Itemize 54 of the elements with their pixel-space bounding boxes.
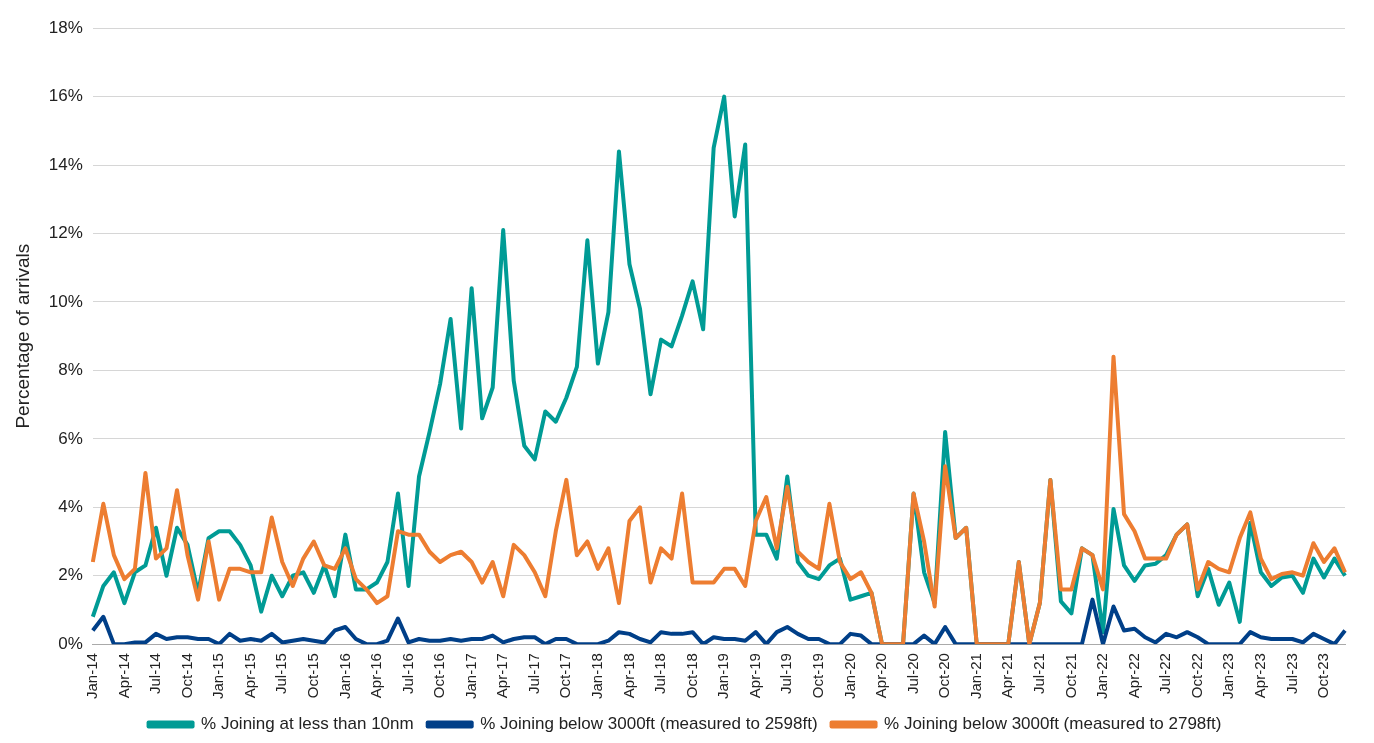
x-tick-label: Jan-15: [209, 653, 227, 700]
x-tick-label: Jul-19: [777, 653, 795, 694]
x-tick-label: Apr-21: [998, 653, 1016, 699]
x-tick-label: Apr-18: [619, 653, 637, 699]
x-tick-label: Apr-19: [745, 653, 763, 699]
x-tick-label: Jul-16: [398, 653, 416, 694]
x-tick-label: Jan-14: [82, 653, 100, 700]
legend-label: % Joining below 3000ft (measured to 2598ft): [480, 714, 818, 734]
y-tick-label: 10%: [48, 291, 83, 311]
legend-label: % Joining below 3000ft (measured to 2798ft): [884, 714, 1222, 734]
x-tick-label: Apr-16: [367, 653, 385, 699]
x-tick-label: Jan-21: [966, 653, 984, 700]
x-tick-label: Oct-14: [177, 653, 195, 699]
x-tick-label: Jul-18: [651, 653, 669, 694]
x-tick-label: Apr-17: [493, 653, 511, 699]
x-tick-label: Jan-17: [461, 653, 479, 700]
y-tick-label: 0%: [58, 633, 83, 653]
y-axis-title: Percentage of arrivals: [11, 243, 33, 429]
x-tick-label: Jul-22: [1156, 653, 1174, 694]
x-tick-label: Jul-14: [146, 653, 164, 694]
y-tick-label: 2%: [58, 565, 83, 585]
x-tick-label: Oct-15: [303, 653, 321, 699]
x-tick-label: Apr-23: [1250, 653, 1268, 699]
x-tick-label: Oct-22: [1187, 653, 1205, 699]
x-tick-label: Jan-18: [588, 653, 606, 700]
y-tick-label: 16%: [48, 86, 83, 106]
x-tick-label: Jul-20: [903, 653, 921, 694]
x-tick-label: Apr-15: [240, 653, 258, 699]
x-tick-label: Jul-23: [1282, 653, 1300, 694]
x-tick-label: Oct-21: [1061, 653, 1079, 699]
x-tick-label: Apr-20: [872, 653, 890, 699]
x-tick-label: Jan-22: [1093, 653, 1111, 700]
x-tick-label: Jan-19: [714, 653, 732, 700]
y-tick-label: 8%: [58, 360, 83, 380]
y-tick-label: 12%: [48, 223, 83, 243]
y-tick-label: 14%: [48, 154, 83, 174]
x-tick-label: Oct-16: [430, 653, 448, 699]
x-tick-label: Oct-18: [682, 653, 700, 699]
x-tick-label: Jan-23: [1219, 653, 1237, 700]
y-tick-label: 6%: [58, 428, 83, 448]
x-tick-label: Jan-20: [840, 653, 858, 700]
y-tick-label: 18%: [48, 17, 83, 37]
y-tick-label: 4%: [58, 496, 83, 516]
x-tick-label: Jan-16: [335, 653, 353, 700]
x-tick-label: Jul-17: [524, 653, 542, 694]
x-tick-label: Apr-22: [1124, 653, 1142, 699]
x-tick-label: Jul-21: [1029, 653, 1047, 694]
x-tick-label: Oct-20: [935, 653, 953, 699]
x-tick-label: Jul-15: [272, 653, 290, 694]
x-tick-label: Oct-17: [556, 653, 574, 699]
x-tick-label: Apr-14: [114, 653, 132, 699]
legend-label: % Joining at less than 10nm: [201, 714, 414, 734]
x-tick-label: Oct-19: [809, 653, 827, 699]
x-tick-label: Oct-23: [1314, 653, 1332, 699]
